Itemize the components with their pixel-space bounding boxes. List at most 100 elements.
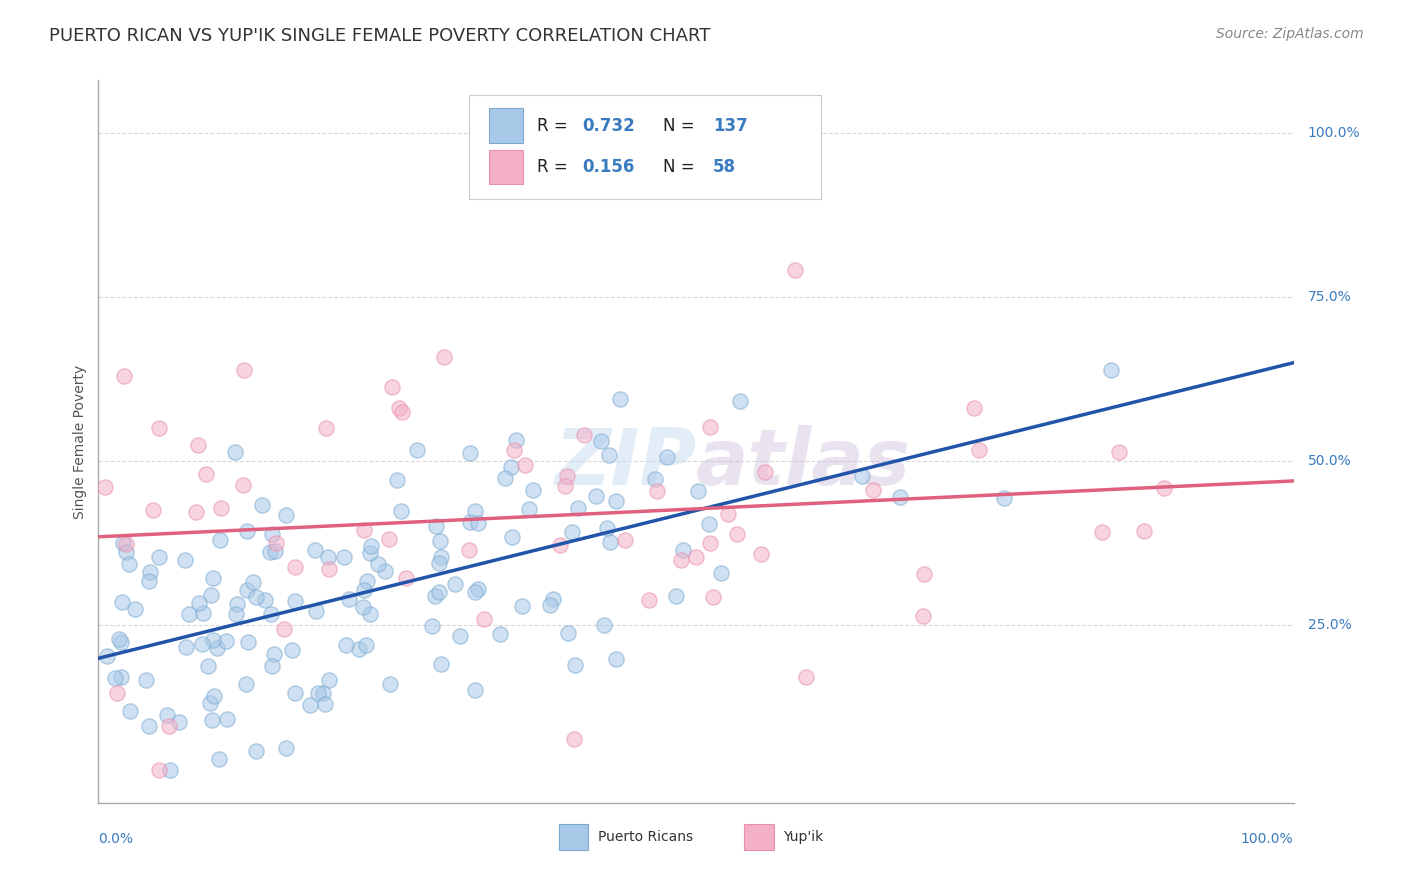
Point (427, 557, 450, 571)
Point (912, 566, 935, 581)
Point (644, 472, 666, 486)
Text: 58: 58 (713, 158, 735, 176)
Text: atlas: atlas (696, 425, 911, 501)
Point (353, 582, 375, 597)
Point (598, 448, 620, 462)
Point (235, 582, 257, 597)
Point (609, 392, 631, 406)
Point (464, 504, 486, 518)
Point (179, 607, 201, 621)
Point (111, 536, 134, 550)
Point (202, 571, 225, 585)
Point (264, 544, 287, 558)
Point (205, 640, 228, 655)
Point (209, 533, 232, 547)
Point (699, 420, 721, 434)
Point (614, 533, 637, 547)
Point (253, 593, 276, 607)
Point (645, 484, 668, 499)
Text: 100.0%: 100.0% (1308, 126, 1361, 140)
Point (264, 536, 287, 550)
Point (381, 379, 404, 393)
Point (359, 546, 381, 560)
Point (785, 262, 807, 277)
Text: N =: N = (662, 117, 695, 135)
Point (225, 597, 247, 611)
FancyBboxPatch shape (489, 150, 523, 185)
Point (702, 591, 724, 605)
FancyBboxPatch shape (489, 109, 523, 143)
Point (112, 368, 135, 383)
Point (458, 515, 481, 529)
Point (585, 489, 607, 503)
Point (262, 659, 284, 673)
Point (458, 446, 481, 460)
Point (314, 697, 336, 711)
Point (167, 714, 190, 729)
Point (209, 501, 232, 516)
Point (235, 677, 257, 691)
Point (685, 549, 707, 564)
Point (699, 536, 721, 550)
Point (1099, 363, 1122, 377)
Point (200, 588, 222, 602)
Point (596, 521, 619, 535)
Point (245, 591, 267, 605)
Point (114, 537, 136, 551)
Text: N =: N = (662, 158, 695, 176)
Point (517, 502, 540, 516)
Point (851, 469, 873, 483)
Point (115, 545, 138, 559)
Point (1091, 524, 1114, 539)
Point (186, 505, 208, 519)
Point (494, 471, 516, 485)
Point (139, 565, 162, 579)
Point (522, 483, 544, 497)
Point (138, 718, 160, 732)
Point (96, 648, 118, 663)
Point (312, 686, 335, 700)
Point (796, 670, 818, 684)
Point (304, 543, 326, 558)
Text: 100.0%: 100.0% (1241, 831, 1294, 846)
Point (665, 589, 688, 603)
Point (427, 585, 450, 599)
Point (889, 490, 911, 504)
Point (425, 518, 447, 533)
Point (388, 401, 411, 416)
Point (236, 524, 259, 538)
Point (749, 547, 772, 561)
Point (862, 483, 884, 497)
FancyBboxPatch shape (470, 95, 821, 200)
Point (467, 582, 489, 596)
Point (655, 450, 678, 464)
Text: Puerto Ricans: Puerto Ricans (598, 830, 693, 844)
Point (391, 503, 413, 517)
Point (148, 763, 170, 777)
Point (967, 442, 990, 457)
Point (464, 682, 486, 697)
Point (236, 635, 259, 649)
Point (176, 640, 198, 654)
Point (159, 763, 181, 777)
Point (572, 428, 595, 442)
Point (105, 686, 128, 700)
Point (273, 622, 295, 636)
Point (449, 629, 471, 643)
Point (305, 604, 328, 618)
Point (561, 525, 583, 540)
Point (284, 593, 307, 607)
Point (198, 696, 221, 710)
Point (148, 550, 170, 565)
Point (94, 480, 117, 494)
Point (208, 752, 231, 766)
Point (274, 740, 297, 755)
Point (557, 469, 579, 483)
Point (217, 713, 239, 727)
Point (430, 657, 453, 671)
Point (567, 501, 589, 516)
Point (215, 633, 238, 648)
Text: 25.0%: 25.0% (1308, 618, 1351, 632)
Point (252, 498, 274, 512)
Text: 137: 137 (713, 117, 748, 135)
